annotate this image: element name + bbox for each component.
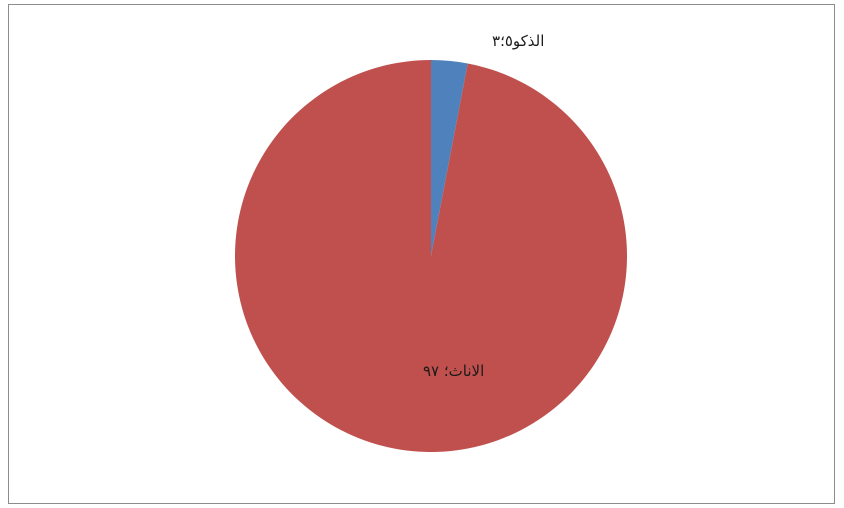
pie-slice-male <box>431 60 468 256</box>
data-label-female: الاناث؛ ٩٧ <box>423 362 484 380</box>
data-label-male: الذكو٥؛٣ <box>492 32 544 50</box>
pie-slice-female <box>235 60 627 452</box>
